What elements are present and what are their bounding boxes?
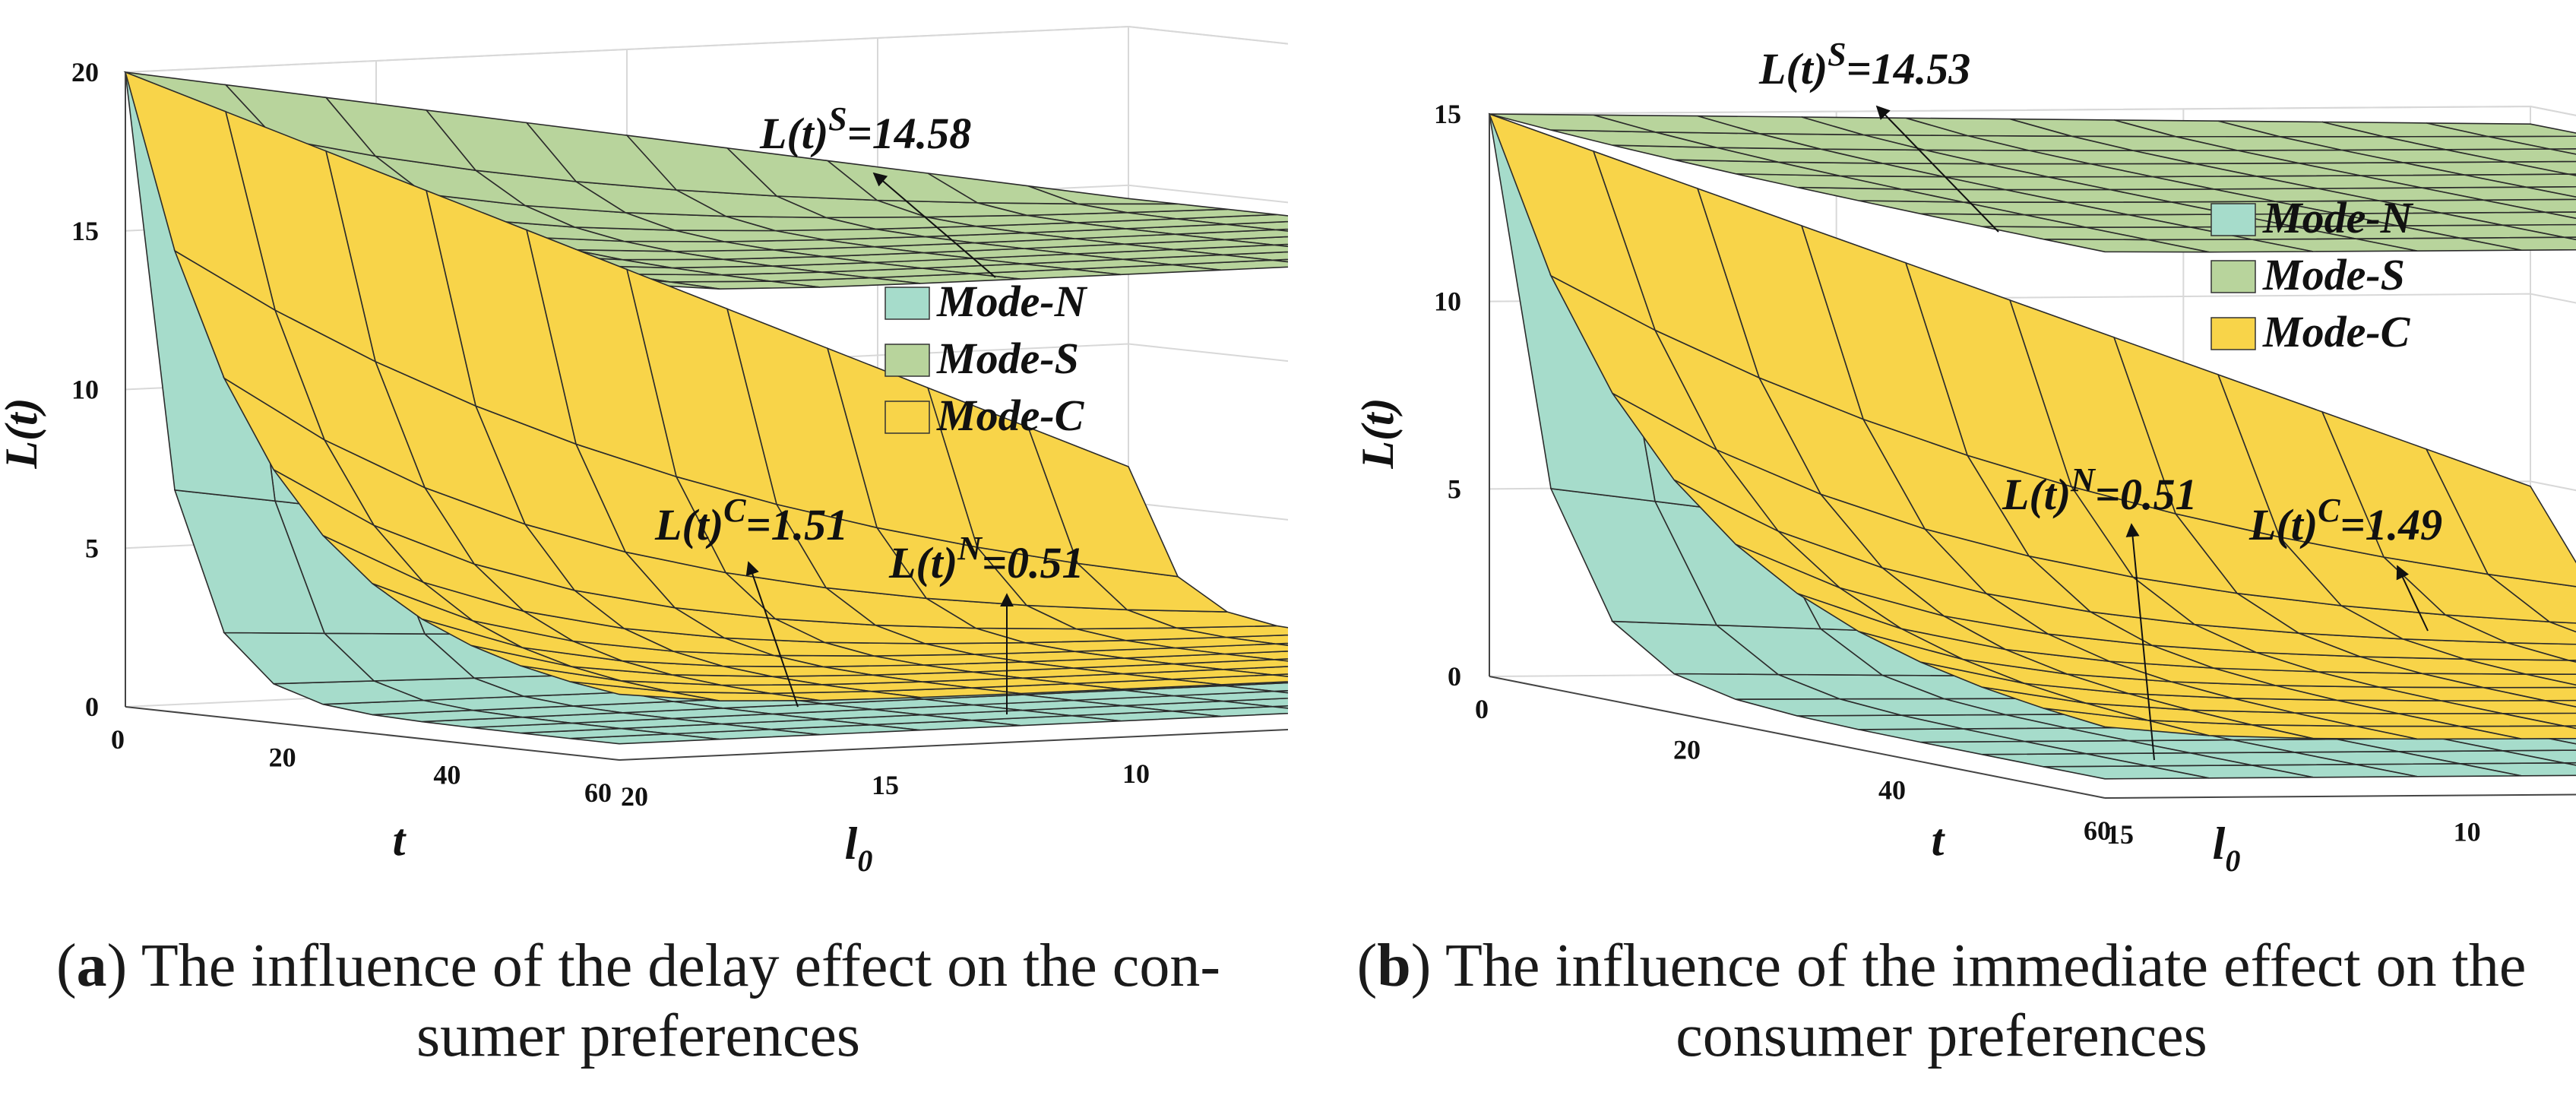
surface-cell [1488, 112, 1657, 332]
caption-b: (b) The influence of the immediate effec… [1356, 933, 2527, 1069]
annotations: L(t)S=14.58 L(t)C=1.51 L(t)N=0.51 [654, 100, 1084, 714]
annotation-label: L(t)N=0.51 [2002, 461, 2198, 519]
caption-a: (a) The influence of the delay effect on… [56, 933, 1220, 1069]
z-tick-label: 10 [71, 375, 99, 405]
caption-label-b: b [1377, 933, 1411, 999]
t-tick-label: 20 [269, 742, 296, 772]
l0-axis-label: l0 [2213, 819, 2241, 878]
caption-line-2: sumer preferences [416, 1002, 861, 1069]
annotation-arrow [745, 561, 799, 708]
axes: 0510150204060151050tl0L(t) [1353, 99, 2576, 878]
t-tick-label: 60 [2084, 815, 2111, 846]
legend-swatch [885, 287, 930, 320]
z-tick-label: 15 [1434, 99, 1461, 129]
legend: Mode-N Mode-S Mode-C [2210, 193, 2414, 356]
surface-mode-s [1489, 113, 2576, 253]
legend-swatch [2210, 203, 2256, 236]
l0-tick-label: 10 [1122, 758, 1150, 789]
l0-axis-label: l0 [845, 819, 873, 878]
annotation-label: L(t)S=14.58 [759, 100, 971, 158]
annotation-arrow [2125, 523, 2155, 761]
z-tick-label: 5 [85, 533, 99, 563]
caption-line-2: consumer preferences [1676, 1002, 2207, 1069]
surface-mode-c [124, 71, 1288, 702]
t-axis-label: t [393, 815, 407, 865]
t-tick-label: 60 [584, 777, 612, 808]
surface-mode-c [1488, 112, 2576, 740]
z-tick-label: 0 [1448, 661, 1461, 692]
legend-label: Mode-C [936, 391, 1085, 440]
surface-cell [124, 71, 277, 312]
legend-swatch [2210, 317, 2256, 350]
z-axis-label: L(t) [0, 397, 46, 469]
t-tick-label: 0 [111, 724, 125, 755]
t-tick-label: 20 [1673, 734, 1701, 765]
annotation-arrow [2396, 565, 2429, 632]
chart-panel-b: 0510150204060151050tl0L(t)Mode-NMode-SMo… [1288, 0, 2576, 1102]
t-tick-label: 40 [433, 760, 460, 790]
legend: Mode-N Mode-S Mode-C [885, 277, 1088, 440]
legend-label: Mode-N [2262, 193, 2414, 242]
legend-swatch [885, 344, 930, 377]
l0-subscript: 0 [857, 844, 872, 878]
t-tick-label: 40 [1878, 775, 1906, 806]
z-tick-label: 20 [71, 57, 99, 87]
annotation-label: L(t)S=14.53 [1758, 36, 1970, 93]
annotations: L(t)S=14.53 L(t)N=0.51 L(t)C=1.49 [1758, 36, 2442, 761]
t-axis-label: t [1932, 815, 1946, 865]
l0-subscript: 0 [2225, 844, 2240, 878]
legend-swatch [885, 401, 930, 434]
caption-label-a: a [76, 933, 107, 999]
annotation-label: L(t)N=0.51 [888, 530, 1084, 587]
z-axis-label: L(t) [1353, 397, 1403, 469]
surface-cell [1489, 113, 1656, 133]
z-tick-label: 5 [1448, 473, 1461, 504]
legend-label: Mode-S [936, 334, 1079, 383]
surface-plot-a: 05101520020406020151050tl0L(t)Mode-NMode… [0, 25, 1288, 878]
legend-label: Mode-C [2262, 307, 2411, 356]
annotation-label: L(t)C=1.51 [654, 492, 848, 549]
l0-tick-label: 15 [2106, 819, 2134, 850]
surface-plot-b: 0510150204060151050tl0L(t)Mode-NMode-SMo… [1353, 36, 2576, 878]
annotation-arrow [1875, 105, 1999, 233]
t-tick-label: 0 [1475, 694, 1489, 724]
chart-panel-a: 05101520020406020151050tl0L(t)Mode-NMode… [0, 25, 1288, 1069]
annotation-label: L(t)C=1.49 [2248, 492, 2442, 549]
z-tick-label: 10 [1434, 287, 1461, 317]
z-tick-label: 0 [85, 692, 99, 722]
legend-swatch [2210, 260, 2256, 293]
legend-label: Mode-S [2262, 250, 2405, 299]
l0-tick-label: 15 [872, 770, 899, 800]
legend-label: Mode-N [936, 277, 1088, 326]
caption-line-1: The influence of the delay effect on the… [141, 933, 1220, 999]
z-tick-label: 15 [71, 216, 99, 246]
annotation-arrow [872, 172, 996, 278]
l0-tick-label: 10 [2454, 817, 2481, 847]
caption-line-1: The influence of the immediate effect on… [1445, 933, 2527, 999]
l0-tick-label: 20 [621, 781, 648, 812]
